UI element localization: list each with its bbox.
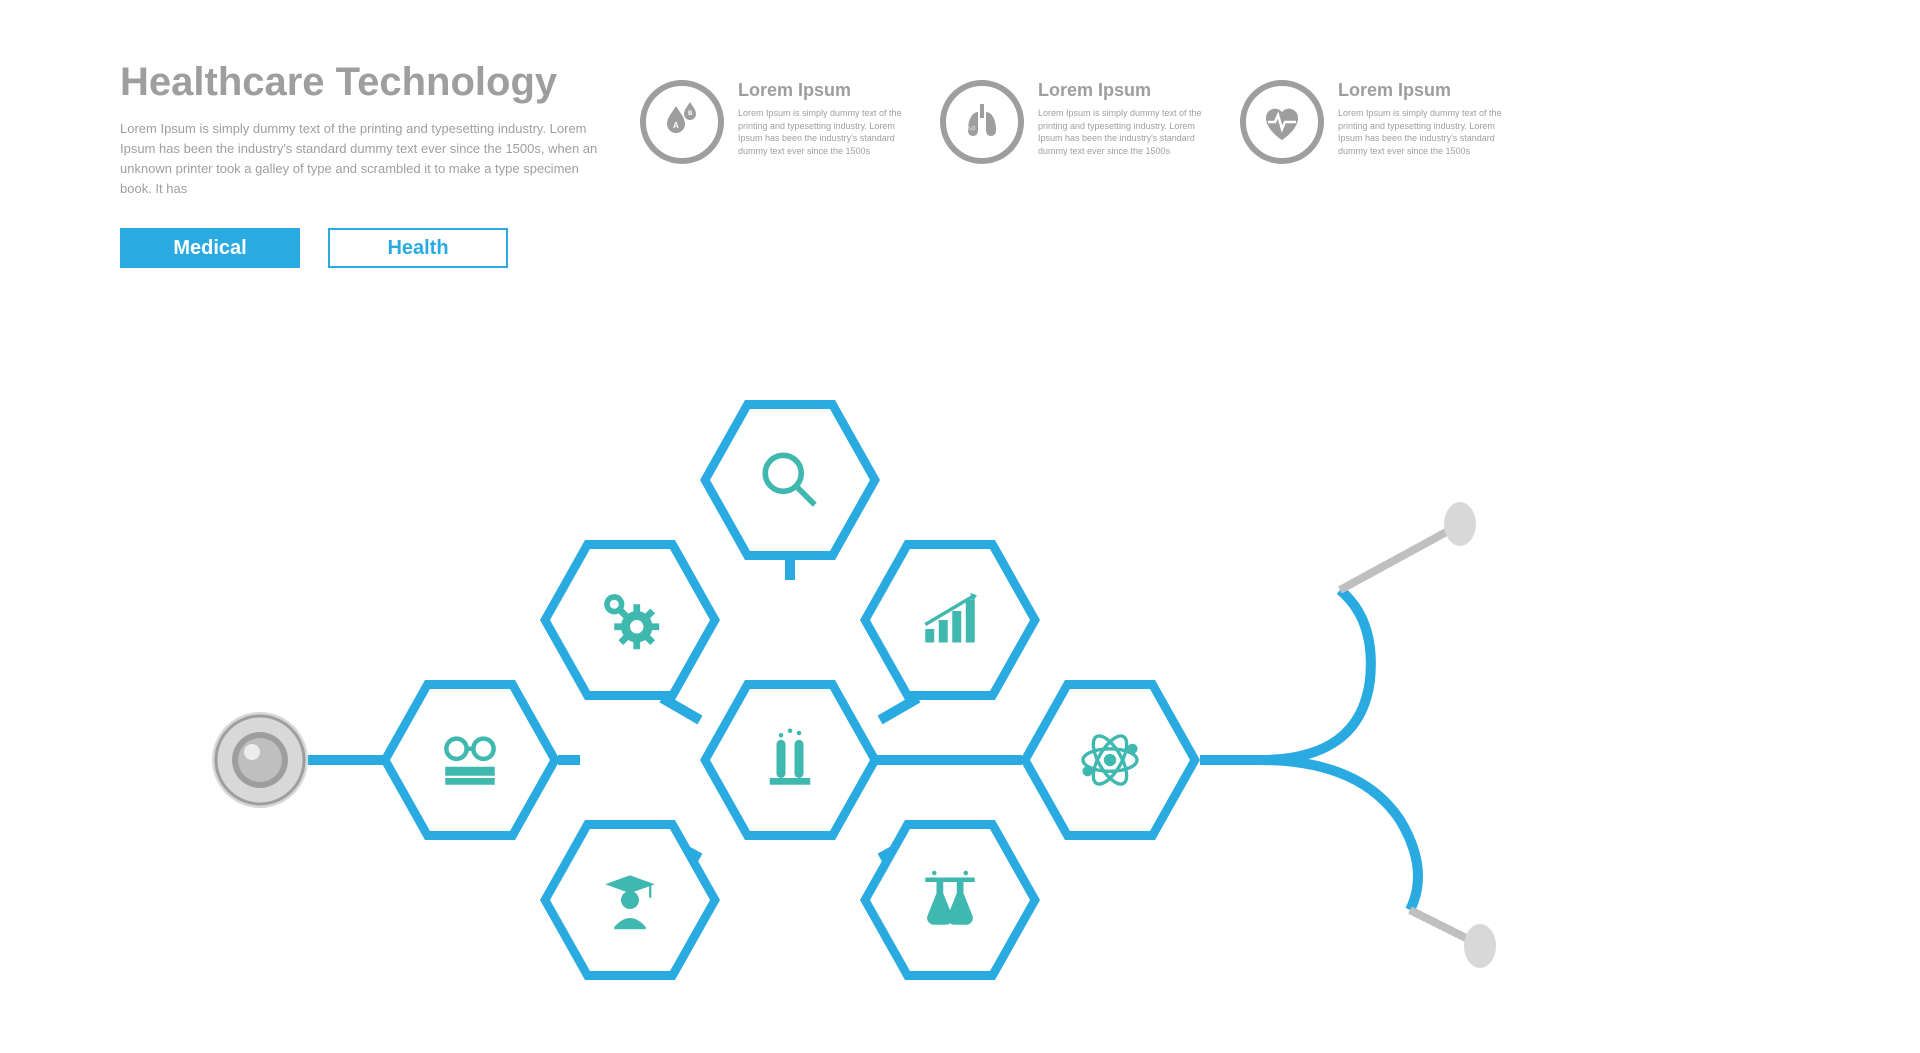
lungs-icon: H₂O [940, 80, 1024, 164]
hex-tubes [700, 680, 880, 840]
feature-title: Lorem Ipsum [1338, 80, 1520, 101]
feature-heart: Lorem Ipsum Lorem Ipsum is simply dummy … [1240, 80, 1520, 164]
svg-text:H₂O: H₂O [966, 126, 976, 132]
stethoscope-earpiece-icon [1200, 502, 1496, 968]
blood-drops-icon: A B [640, 80, 724, 164]
page-title: Healthcare Technology [120, 60, 600, 105]
feature-desc: Lorem Ipsum is simply dummy text of the … [738, 107, 920, 157]
hex-study [380, 680, 560, 840]
feature-desc: Lorem Ipsum is simply dummy text of the … [1338, 107, 1520, 157]
hex-atom [1020, 680, 1200, 840]
feature-title: Lorem Ipsum [1038, 80, 1220, 101]
feature-title: Lorem Ipsum [738, 80, 920, 101]
feature-lungs: H₂O Lorem Ipsum Lorem Ipsum is simply du… [940, 80, 1220, 164]
stethoscope-chestpiece-icon [212, 712, 308, 808]
hex-diagram [0, 380, 1920, 1000]
hex-search [700, 400, 880, 560]
hex-chart [860, 540, 1040, 700]
hex-graduate [540, 820, 720, 980]
svg-text:A: A [673, 121, 679, 130]
feature-blood: A B Lorem Ipsum Lorem Ipsum is simply du… [640, 80, 920, 164]
feature-desc: Lorem Ipsum is simply dummy text of the … [1038, 107, 1220, 157]
hex-flasks [860, 820, 1040, 980]
svg-text:B: B [688, 111, 693, 117]
medical-button[interactable]: Medical [120, 228, 300, 268]
health-button[interactable]: Health [328, 228, 508, 268]
hex-gears [540, 540, 720, 700]
page-description: Lorem Ipsum is simply dummy text of the … [120, 119, 600, 200]
heartbeat-icon [1240, 80, 1324, 164]
